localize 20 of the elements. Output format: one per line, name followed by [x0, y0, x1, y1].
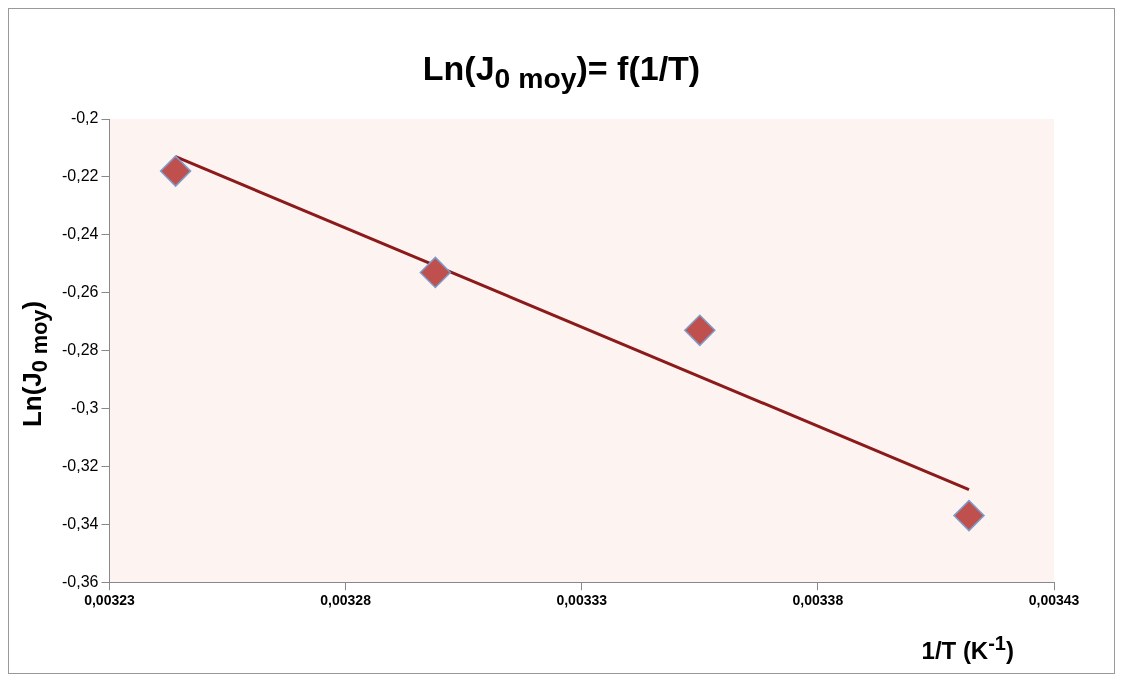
- y-tick-label: -0,26: [62, 283, 99, 301]
- y-tick-label: -0,3: [70, 398, 99, 416]
- x-tick-label: 0,00323: [84, 592, 135, 609]
- x-axis-title: 1/T (K$^{-1}$): [921, 632, 1014, 665]
- point: [419, 256, 452, 289]
- x-tick-label: 0,00338: [792, 592, 844, 609]
- x-tick-label: 0,00343: [1028, 592, 1080, 609]
- x-tick-label: 0,00328: [320, 592, 372, 609]
- y-tick-label: -0,36: [62, 572, 99, 590]
- y-tick-label: -0,22: [62, 167, 99, 185]
- point: [159, 155, 192, 187]
- point: [684, 314, 716, 347]
- y-tick-label: -0,28: [62, 341, 99, 359]
- y-tick-label: -0,2: [70, 109, 99, 127]
- y-tick-label: -0,34: [62, 514, 99, 532]
- chart-title: Ln(J$_{0 moy}$)= f(1/T): [421, 49, 702, 95]
- y-tick-label: -0,32: [62, 456, 99, 474]
- x-tick-label: 0,00333: [556, 592, 608, 609]
- y-tick-label: -0,24: [62, 225, 99, 243]
- point: [953, 499, 985, 532]
